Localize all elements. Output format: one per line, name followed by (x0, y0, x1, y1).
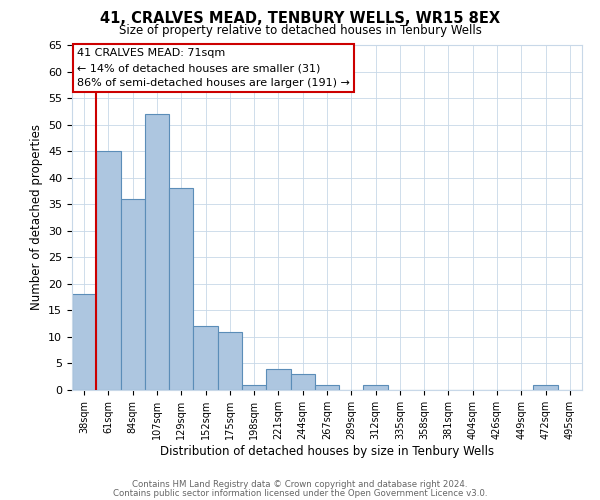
Bar (72, 294, 96, 390)
Text: 41 CRALVES MEAD: 71sqm
← 14% of detached houses are smaller (31)
86% of semi-det: 41 CRALVES MEAD: 71sqm ← 14% of detached… (77, 48, 350, 88)
Bar (96, 151, 121, 390)
Bar (218, 332, 242, 390)
Bar (193, 326, 218, 390)
Text: Size of property relative to detached houses in Tenbury Wells: Size of property relative to detached ho… (119, 24, 481, 37)
Text: 41, CRALVES MEAD, TENBURY WELLS, WR15 8EX: 41, CRALVES MEAD, TENBURY WELLS, WR15 8E… (100, 11, 500, 26)
Bar (364, 384, 388, 390)
Bar (169, 188, 193, 390)
Bar (533, 384, 558, 390)
Bar (121, 199, 145, 390)
Bar (242, 384, 266, 390)
Y-axis label: Number of detached properties: Number of detached properties (29, 124, 43, 310)
Text: Contains public sector information licensed under the Open Government Licence v3: Contains public sector information licen… (113, 489, 487, 498)
Bar (290, 374, 315, 390)
Bar (145, 114, 169, 390)
X-axis label: Distribution of detached houses by size in Tenbury Wells: Distribution of detached houses by size … (160, 444, 494, 458)
Bar (315, 384, 339, 390)
Text: Contains HM Land Registry data © Crown copyright and database right 2024.: Contains HM Land Registry data © Crown c… (132, 480, 468, 489)
Bar (266, 369, 290, 390)
